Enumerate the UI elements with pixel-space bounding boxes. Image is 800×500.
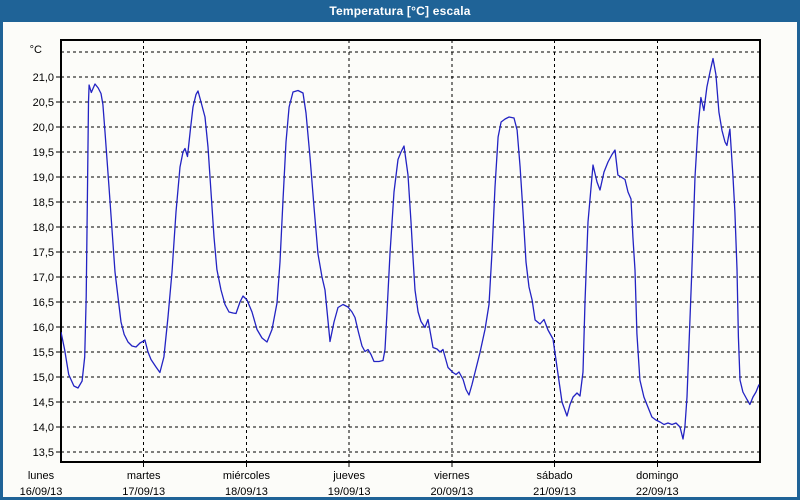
y-tick-label: 14,5 xyxy=(33,397,54,409)
gridlines xyxy=(61,40,760,462)
plot-border xyxy=(60,39,761,463)
x-day-name-label: viernes xyxy=(434,470,470,482)
x-day-date-label: 18/09/13 xyxy=(225,486,268,498)
y-tick-label: 17,0 xyxy=(33,272,54,284)
x-day-date-label: 16/09/13 xyxy=(20,486,63,498)
window-titlebar: Temperatura [°C] escala xyxy=(0,0,800,22)
y-tick-label: 20,5 xyxy=(33,97,54,109)
axis-labels: °C 21,0 20,5 20,0 19,5 19,0 18,5 18,0 17,5 17,0 16… xyxy=(20,44,679,498)
x-day-name-label: sábado xyxy=(537,470,573,482)
y-tick-label: 19,5 xyxy=(33,147,54,159)
x-day-name-label: miércoles xyxy=(223,470,271,482)
y-tick-label: 19,0 xyxy=(33,172,54,184)
y-tick-label: 13,5 xyxy=(33,447,54,459)
y-tick-label: 20,0 xyxy=(33,122,54,134)
x-day-date-label: 17/09/13 xyxy=(122,486,165,498)
y-tick-label: 16,0 xyxy=(33,322,54,334)
page-title: Temperatura [°C] escala xyxy=(329,4,471,18)
y-tick-label: 14,0 xyxy=(33,422,54,434)
y-tick-label: 15,0 xyxy=(33,372,54,384)
x-day-name-label: martes xyxy=(127,470,161,482)
x-day-date-label: 20/09/13 xyxy=(430,486,473,498)
axis-ticks xyxy=(56,76,658,467)
y-tick-label: 15,5 xyxy=(33,347,54,359)
x-day-date-label: 19/09/13 xyxy=(328,486,371,498)
y-tick-label: 16,5 xyxy=(33,297,54,309)
x-day-date-label: 22/09/13 xyxy=(636,486,679,498)
x-day-name-label: lunes xyxy=(28,470,55,482)
y-tick-label: 18,0 xyxy=(33,222,54,234)
y-tick-label: 21,0 xyxy=(33,72,54,84)
temperature-series-line xyxy=(61,57,760,440)
y-tick-label: 18,5 xyxy=(33,197,54,209)
y-tick-label: 17,5 xyxy=(33,247,54,259)
x-day-name-label: jueves xyxy=(332,470,365,482)
x-day-name-label: domingo xyxy=(636,470,678,482)
x-day-date-label: 21/09/13 xyxy=(533,486,576,498)
y-axis-unit-label: °C xyxy=(30,44,42,56)
